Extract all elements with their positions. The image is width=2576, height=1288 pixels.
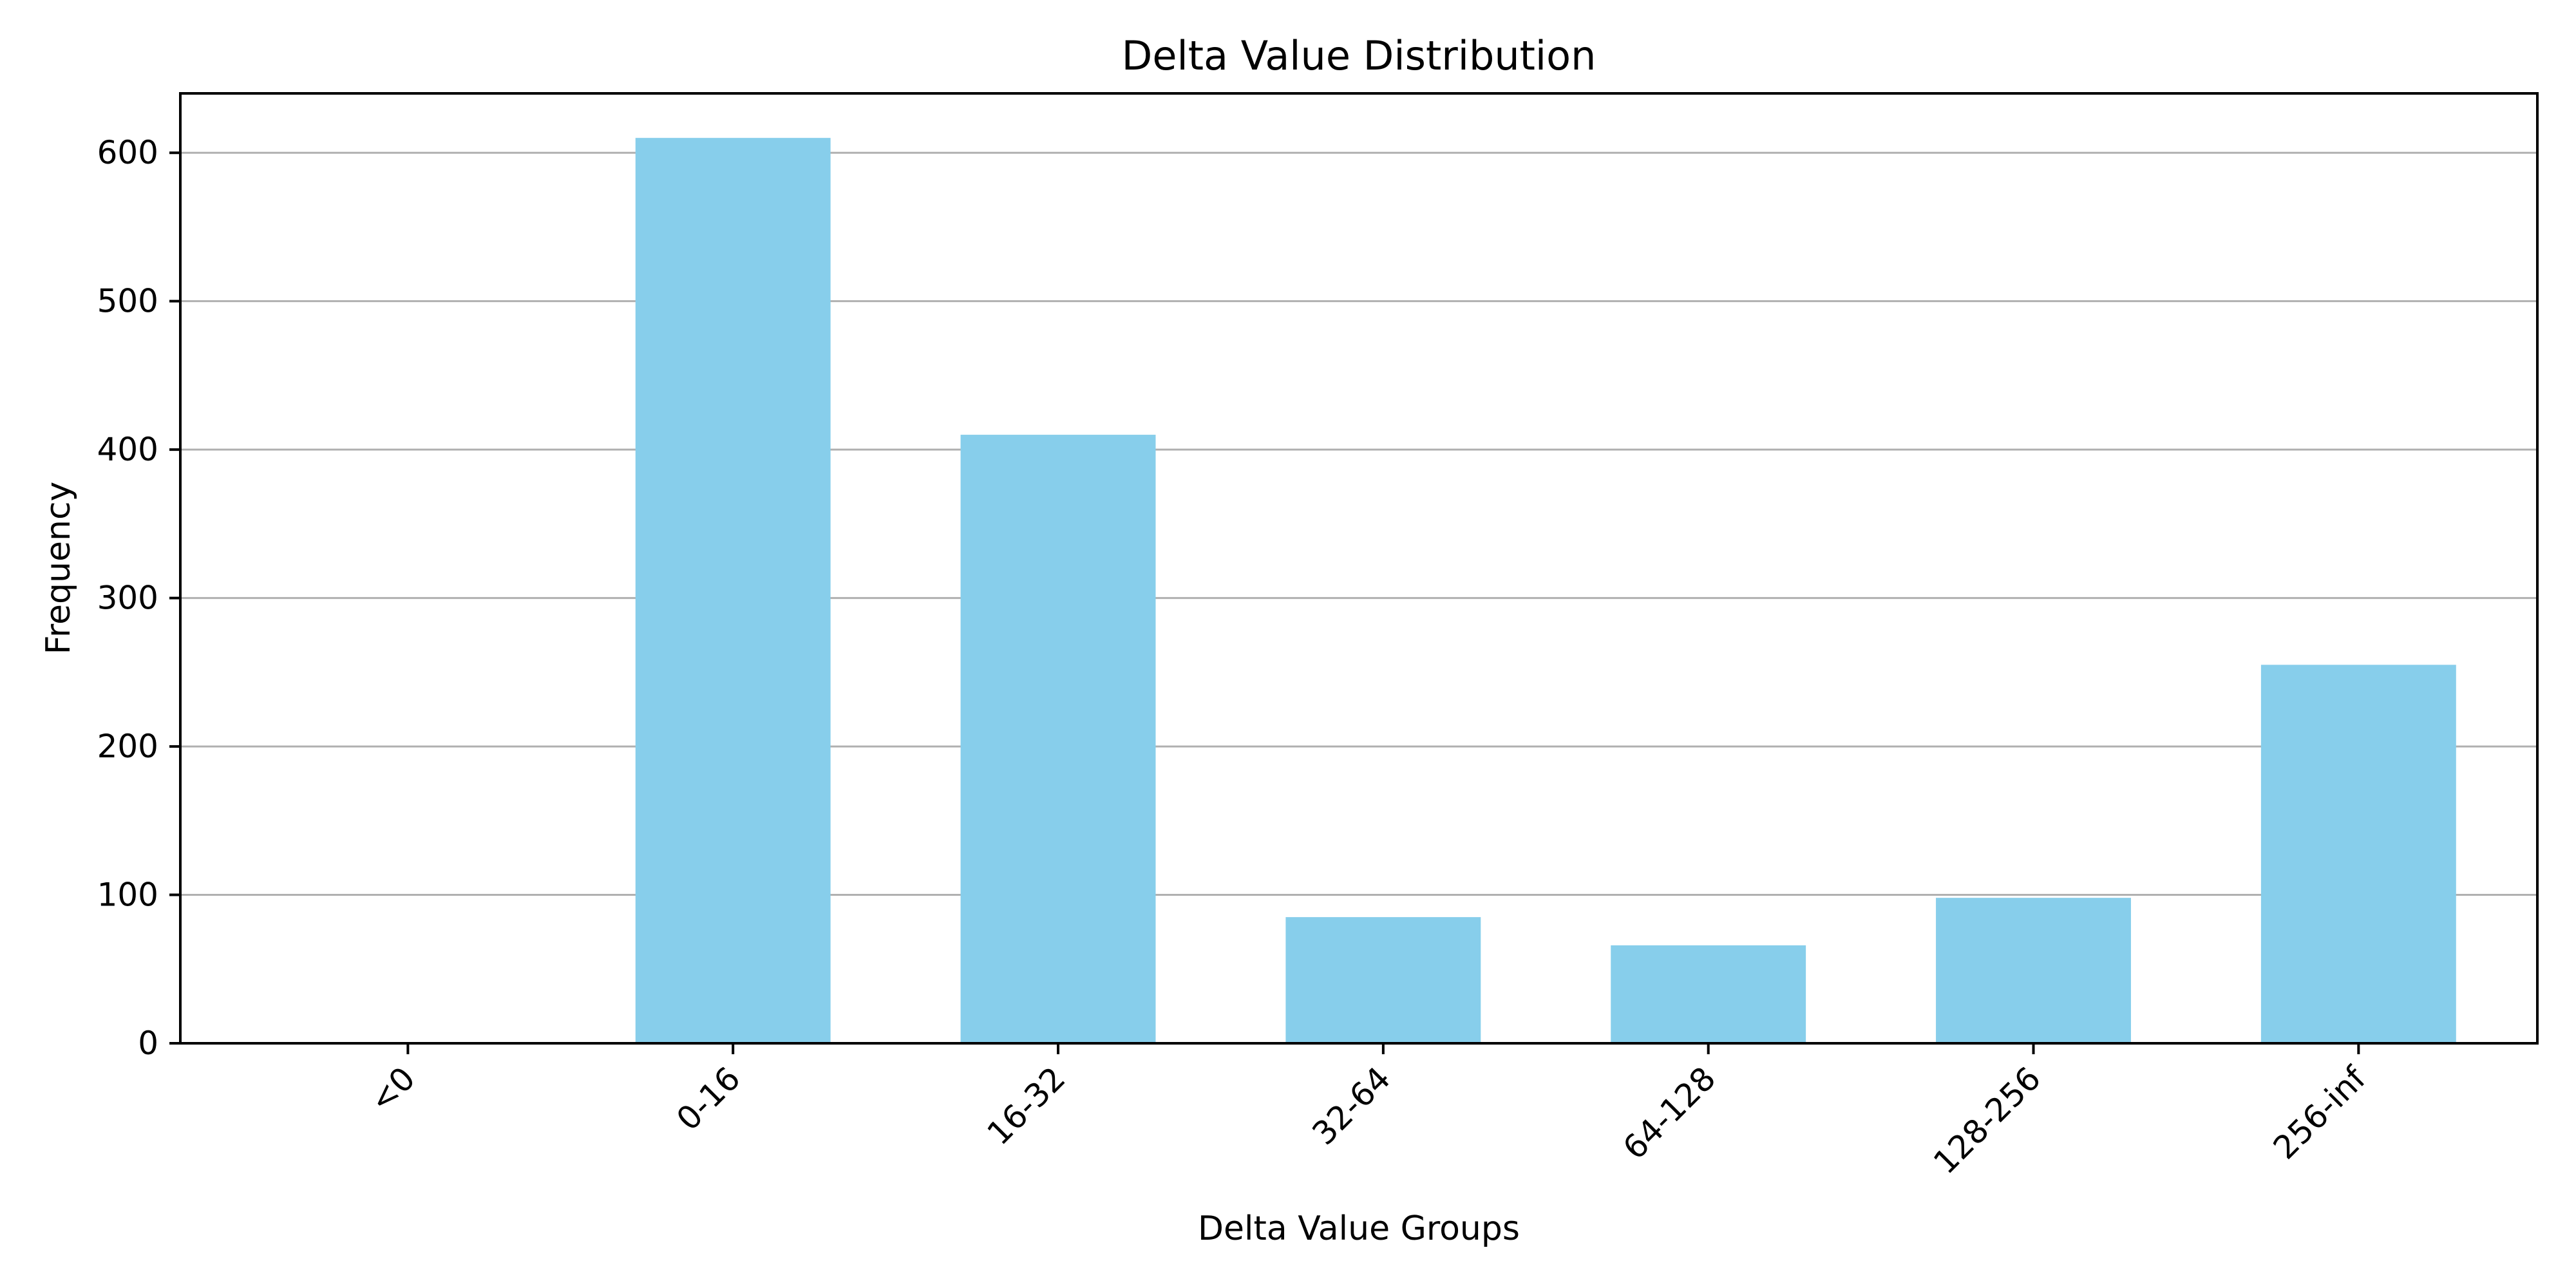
y-tick-label: 400: [97, 431, 158, 468]
bars: [635, 138, 2456, 1043]
y-tick-label: 300: [97, 580, 158, 617]
bar: [960, 435, 1156, 1043]
y-tick-label: 0: [138, 1025, 158, 1062]
y-tick-label: 600: [97, 134, 158, 171]
bar: [1611, 945, 1806, 1043]
chart-title: Delta Value Distribution: [1122, 32, 1596, 79]
bar: [1936, 898, 2131, 1043]
y-tick-label: 100: [97, 876, 158, 914]
y-axis-ticks: 0 100 200 300 400 500 600: [97, 134, 180, 1062]
plot-area-frame: [179, 92, 2539, 1045]
x-tick-label: <0: [363, 1059, 422, 1119]
x-tick-label: 16-32: [980, 1059, 1073, 1152]
bar: [1285, 917, 1481, 1043]
y-axis-label: Frequency: [39, 482, 78, 655]
bar: [635, 138, 831, 1043]
x-tick-label: 128-256: [1926, 1059, 2048, 1181]
x-axis-label: Delta Value Groups: [1198, 1209, 1520, 1248]
y-tick-label: 200: [97, 728, 158, 765]
x-tick-label: 32-64: [1305, 1059, 1398, 1152]
x-tick-label: 64-128: [1616, 1059, 1723, 1166]
x-axis-ticks: <0 0-16 16-32 32-64 64-128 128-256 256-inf: [363, 1043, 2374, 1181]
x-tick-label: 256-inf: [2266, 1059, 2374, 1166]
gridlines: [180, 151, 2537, 1045]
x-tick-label: 0-16: [669, 1059, 747, 1137]
y-tick-label: 500: [97, 283, 158, 320]
bar: [2260, 665, 2456, 1043]
